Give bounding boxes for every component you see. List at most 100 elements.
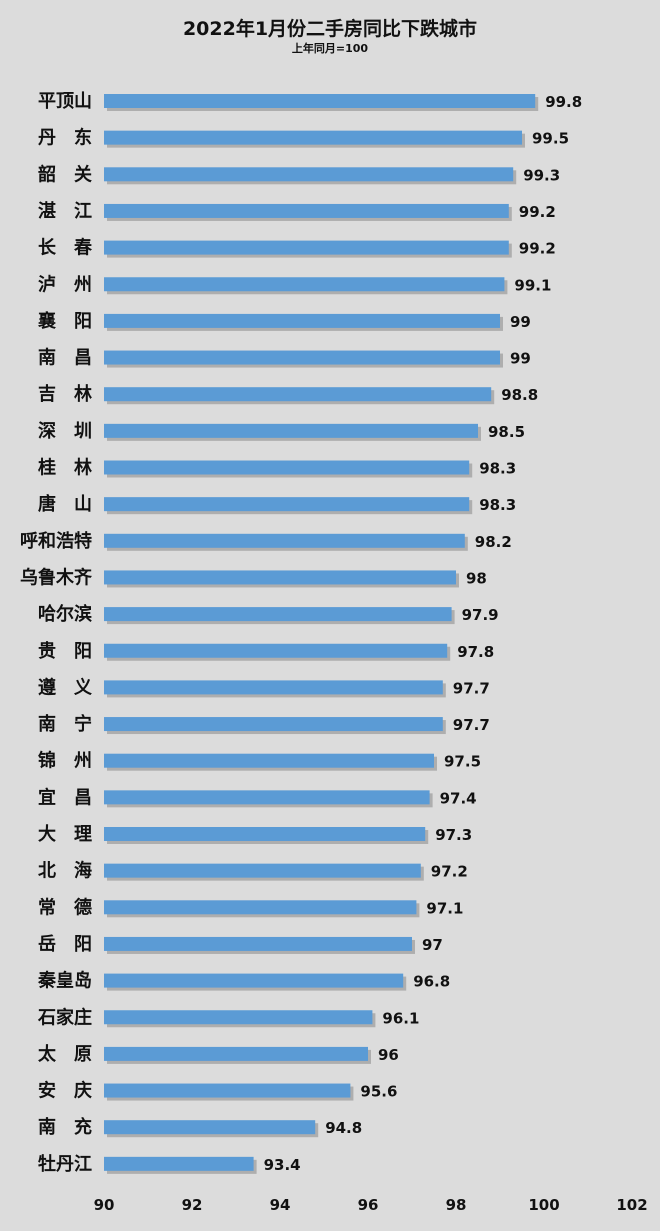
category-label: 平顶山 xyxy=(38,91,92,112)
category-label: 哈尔滨 xyxy=(38,603,92,625)
bar xyxy=(104,863,421,878)
category-label: 北 海 xyxy=(38,860,92,882)
category-label: 南 昌 xyxy=(38,347,92,369)
bar xyxy=(104,753,434,768)
data-label: 99 xyxy=(510,313,531,331)
bar xyxy=(104,387,492,402)
bar xyxy=(104,1010,373,1025)
x-tick-label: 98 xyxy=(446,1196,467,1214)
category-label: 太 原 xyxy=(38,1043,92,1065)
data-label: 98.3 xyxy=(479,496,516,514)
category-label: 宜 昌 xyxy=(38,786,92,808)
category-label: 长 春 xyxy=(38,237,93,259)
data-label: 99.2 xyxy=(519,240,556,258)
data-label: 98.2 xyxy=(475,533,512,551)
category-label: 岳 阳 xyxy=(38,934,92,955)
category-label: 南 宁 xyxy=(38,713,92,735)
bar xyxy=(104,607,452,622)
bar xyxy=(104,717,443,732)
bars-group: 平顶山 99.8 丹 东 99.5 韶 关 99.3 湛 江 99.2 长 春 99.2 泸 州 99… xyxy=(20,91,582,1175)
bar xyxy=(104,973,404,988)
data-label: 97 xyxy=(422,936,443,954)
category-label: 襄 阳 xyxy=(37,310,92,332)
data-label: 97.2 xyxy=(431,863,468,881)
category-label: 桂 林 xyxy=(37,457,92,479)
data-label: 99.2 xyxy=(519,203,556,221)
category-label: 南 充 xyxy=(38,1116,92,1138)
category-label: 安 庆 xyxy=(38,1080,92,1102)
x-tick-label: 90 xyxy=(94,1196,115,1214)
data-label: 96.8 xyxy=(413,973,450,991)
bar xyxy=(104,643,448,658)
data-label: 97.1 xyxy=(426,899,463,917)
x-axis: 90 92 94 96 98 100 102 xyxy=(94,1196,648,1214)
bar xyxy=(104,94,536,108)
bar xyxy=(104,936,412,951)
data-label: 99 xyxy=(510,350,531,368)
bar xyxy=(104,1083,351,1098)
bar xyxy=(104,900,417,915)
data-label: 99.3 xyxy=(523,166,560,184)
data-label: 94.8 xyxy=(325,1119,362,1137)
category-label: 呼和浩特 xyxy=(20,530,92,552)
bar xyxy=(104,350,500,365)
bar xyxy=(104,203,509,218)
bar xyxy=(104,1156,254,1171)
data-label: 97.4 xyxy=(440,789,477,807)
data-label: 98.8 xyxy=(501,386,538,404)
bar xyxy=(104,423,478,438)
bar xyxy=(104,1046,368,1061)
bar xyxy=(104,680,443,695)
data-label: 97.3 xyxy=(435,826,472,844)
data-label: 93.4 xyxy=(264,1156,301,1174)
data-label: 97.5 xyxy=(444,753,481,771)
data-label: 96 xyxy=(378,1046,399,1064)
category-label: 韶 关 xyxy=(38,163,92,185)
category-label: 泸 州 xyxy=(38,274,92,295)
x-tick-label: 100 xyxy=(528,1196,559,1214)
data-label: 98.3 xyxy=(479,460,516,478)
category-label: 湛 江 xyxy=(38,200,92,222)
category-label: 丹 东 xyxy=(38,127,92,149)
bar xyxy=(104,130,522,145)
bar xyxy=(104,533,465,548)
category-label: 唐 山 xyxy=(38,493,92,515)
bar xyxy=(104,570,456,585)
data-label: 98 xyxy=(466,569,487,587)
x-tick-label: 94 xyxy=(270,1196,291,1214)
data-label: 98.5 xyxy=(488,423,525,441)
bar xyxy=(104,1120,316,1135)
bar xyxy=(104,827,426,841)
bar xyxy=(104,167,514,182)
data-label: 95.6 xyxy=(360,1083,397,1101)
chart-subtitle: 上年同月=100 xyxy=(292,41,369,55)
category-label: 牡丹江 xyxy=(38,1153,92,1175)
category-label: 秦皇岛 xyxy=(37,970,92,992)
bar xyxy=(104,277,505,292)
data-label: 97.9 xyxy=(462,606,499,624)
category-label: 遵 义 xyxy=(38,676,92,698)
data-label: 97.7 xyxy=(453,716,490,734)
chart-title: 2022年1月份二手房同比下跌城市 xyxy=(183,17,477,40)
category-label: 石家庄 xyxy=(37,1006,92,1028)
data-label: 97.7 xyxy=(453,679,490,697)
x-tick-label: 96 xyxy=(358,1196,379,1214)
category-label: 深 圳 xyxy=(38,420,92,442)
bar xyxy=(104,497,470,512)
category-label: 锦 州 xyxy=(38,750,92,772)
data-label: 97.8 xyxy=(457,643,494,661)
data-label: 99.1 xyxy=(514,276,551,294)
bar xyxy=(104,240,509,255)
data-label: 99.8 xyxy=(545,93,582,111)
category-label: 大 理 xyxy=(38,823,92,845)
category-label: 贵 阳 xyxy=(38,641,92,662)
x-tick-label: 92 xyxy=(182,1196,203,1214)
data-label: 99.5 xyxy=(532,130,569,148)
category-label: 乌鲁木齐 xyxy=(20,566,93,588)
category-label: 常 德 xyxy=(38,896,92,918)
bar xyxy=(104,790,430,805)
x-tick-label: 102 xyxy=(616,1196,647,1214)
bar xyxy=(104,460,470,475)
